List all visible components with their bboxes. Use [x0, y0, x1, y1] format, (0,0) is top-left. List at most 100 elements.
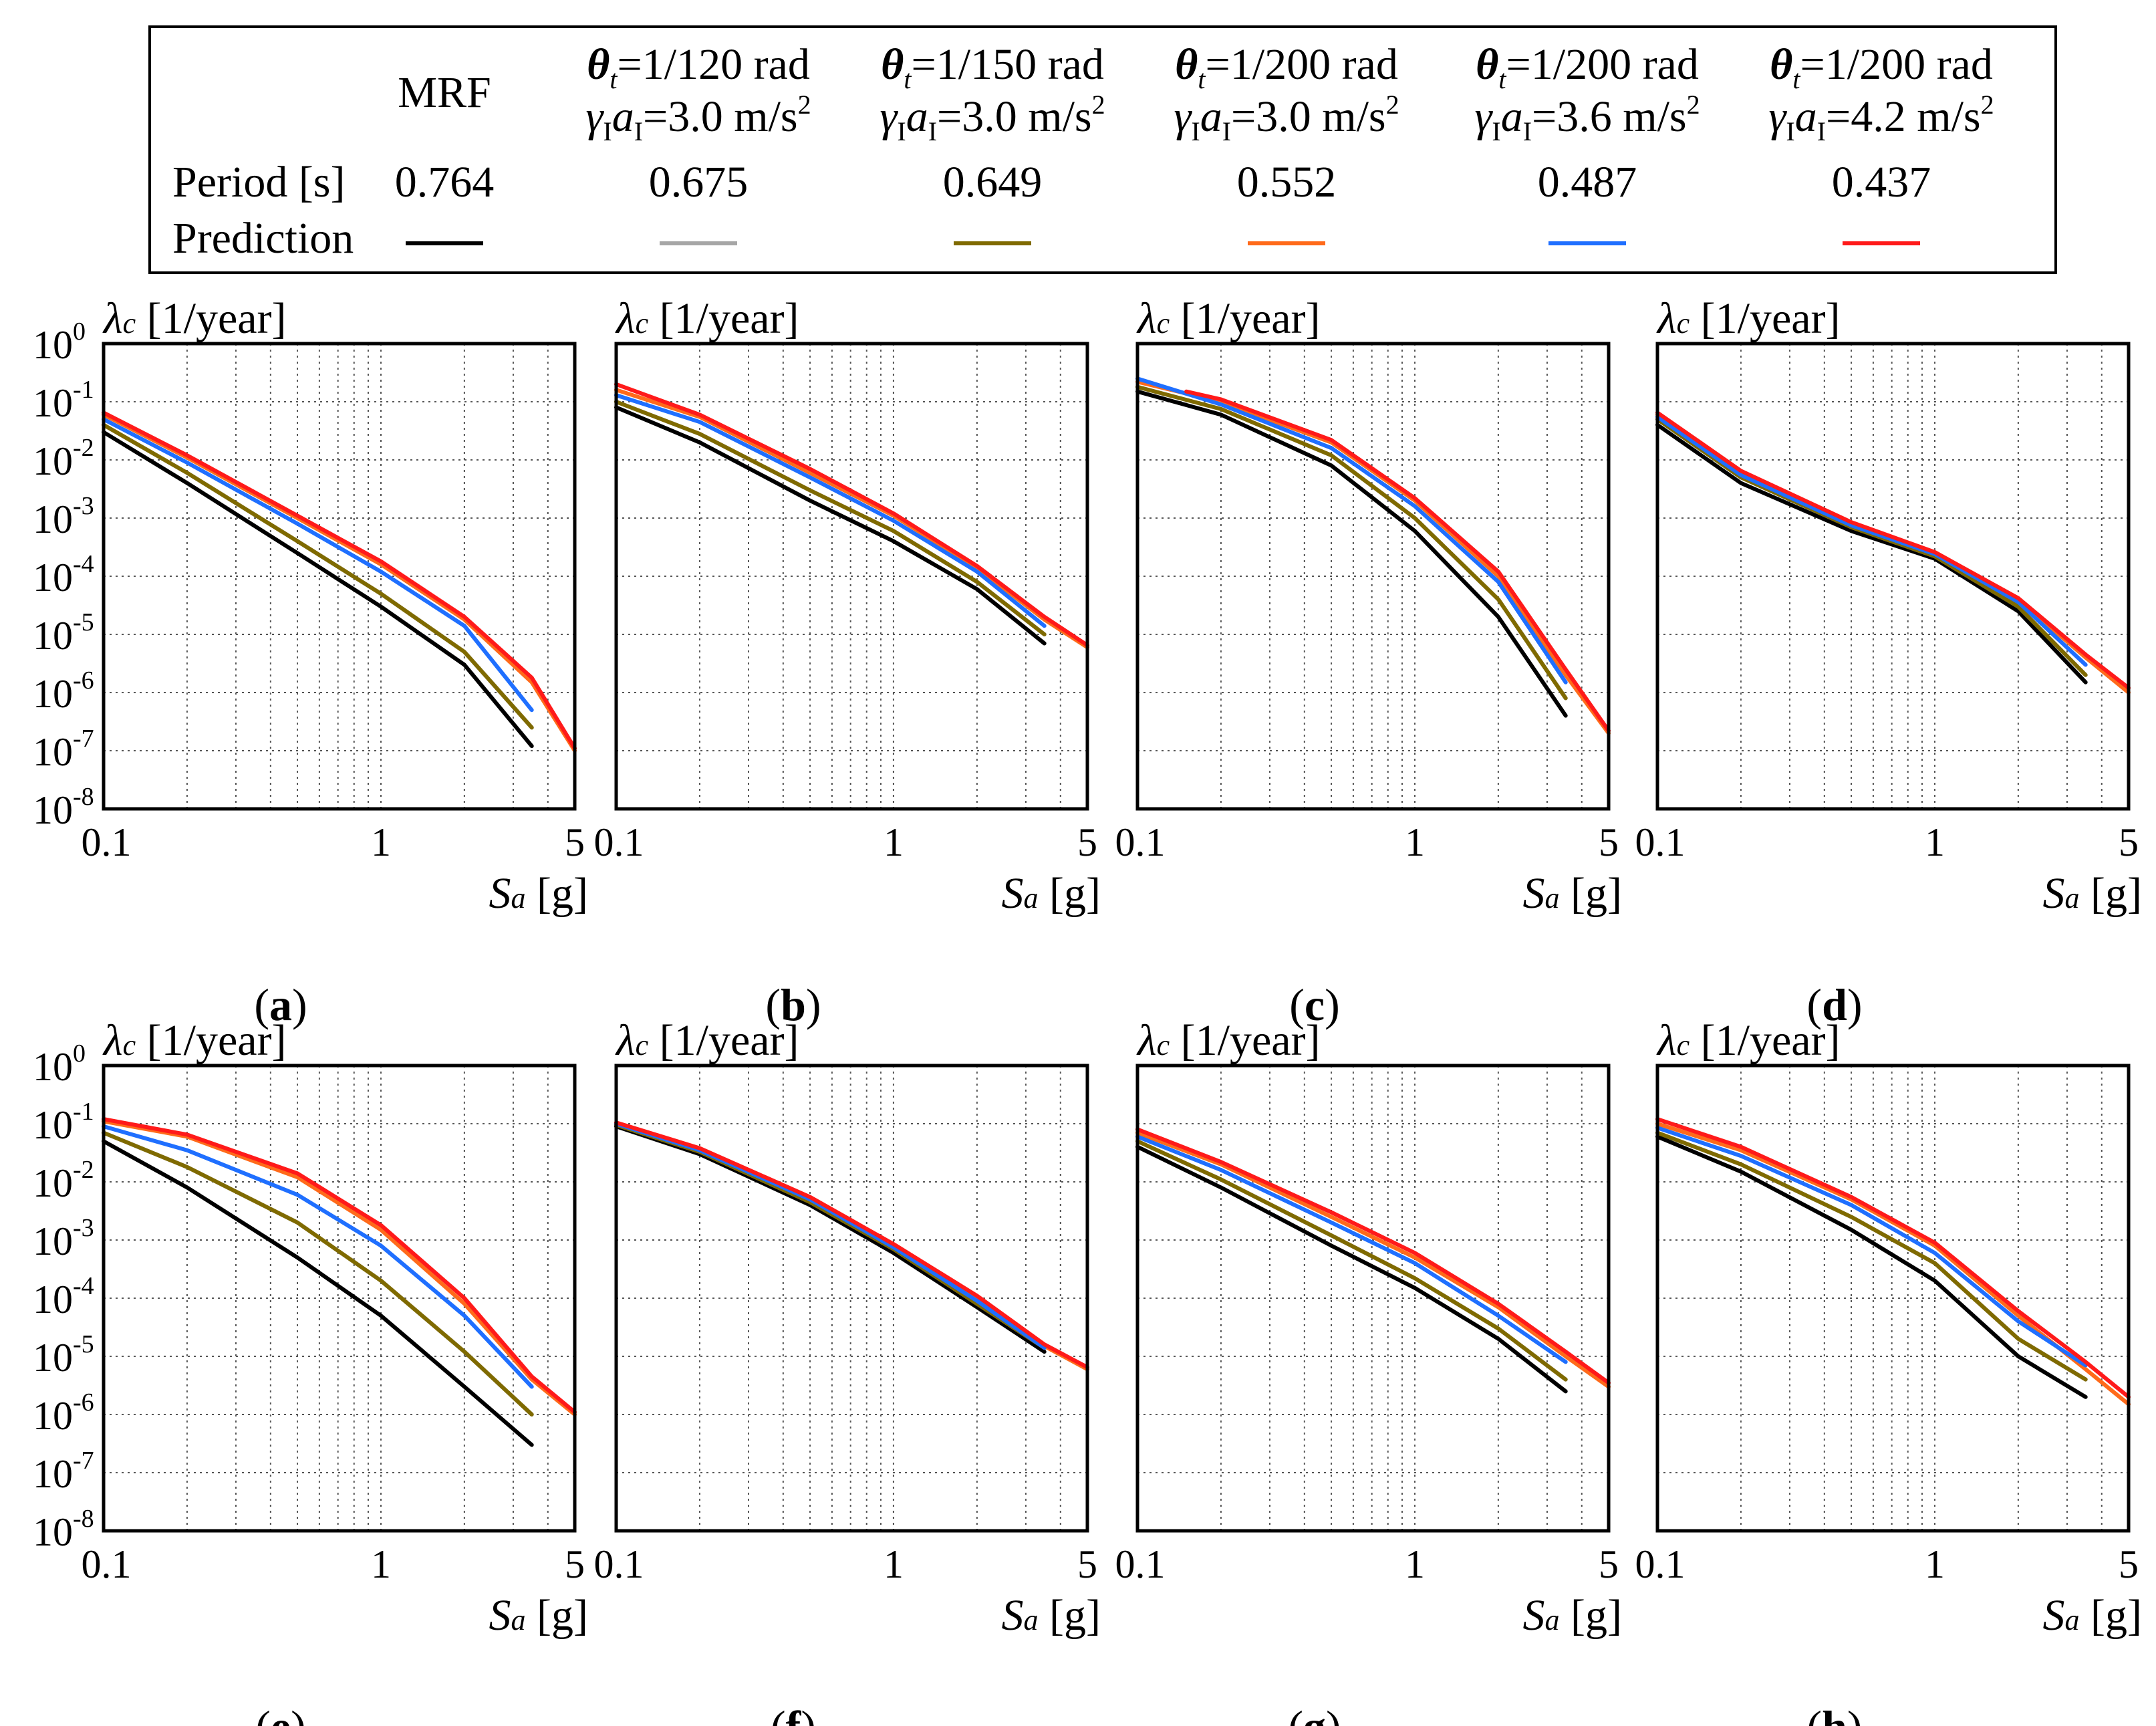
y-tick-label: 10-4: [33, 1272, 94, 1322]
x-tick-label: 1: [884, 1542, 904, 1586]
plot-frame: [614, 342, 1089, 811]
legend-period-value: 0.649: [943, 158, 1043, 207]
panel-label: (a): [254, 979, 307, 1030]
y-tick-label: 10-3: [33, 1214, 94, 1263]
series-line: [614, 382, 1089, 648]
legend-period-value: 0.487: [1538, 158, 1637, 207]
series-line: [1655, 1134, 2088, 1399]
series-line: [614, 1122, 1047, 1350]
series-line: [102, 1124, 534, 1389]
legend-period-value: 0.675: [649, 158, 749, 207]
y-tick-label: 10-1: [33, 1098, 94, 1147]
legend-gamma-label: γIaI=3.0 m/s2: [880, 90, 1105, 146]
legend-theta-label: θt=1/200 rad: [1476, 40, 1699, 94]
x-tick-label: 1: [1925, 1542, 1945, 1586]
x-tick-label: 0.1: [1115, 820, 1166, 864]
y-tick-label: 10-8: [33, 1505, 94, 1554]
plot-frame: [1135, 342, 1611, 811]
panel-label: (d): [1806, 979, 1862, 1030]
legend-theta-label: θt=1/200 rad: [1175, 40, 1398, 94]
series-line: [1184, 389, 1611, 733]
x-tick-label: 5: [1599, 1542, 1619, 1586]
panel-label: (f): [771, 1701, 816, 1726]
panel-label: (h): [1806, 1701, 1862, 1726]
legend-gamma-label: γIaI=3.0 m/s2: [1174, 90, 1399, 146]
series-line: [102, 430, 534, 749]
x-tick-label: 0.1: [1635, 1542, 1686, 1586]
legend-period-value: 0.437: [1832, 158, 1931, 207]
y-tick-label: 10-7: [33, 1447, 94, 1496]
grid-lines: [104, 344, 575, 809]
x-tick-label: 0.1: [1115, 1542, 1166, 1586]
x-tick-label: 1: [371, 1542, 391, 1586]
y-tick-label: 100: [33, 1039, 86, 1089]
series-line: [1655, 422, 2088, 685]
y-tick-label: 10-6: [33, 666, 94, 716]
grid-lines: [1137, 1066, 1609, 1531]
legend-gamma-label: γIaI=3.6 m/s2: [1474, 90, 1700, 146]
series-line: [1655, 1126, 2088, 1368]
series-line: [1135, 1127, 1611, 1385]
plot-frame: [1655, 1064, 2131, 1533]
legend-gamma-label: γIaI=4.2 m/s2: [1768, 90, 1994, 146]
grid-lines: [1137, 344, 1609, 809]
x-axis-label: Sa [g]: [1002, 869, 1101, 918]
plot-frame: [102, 342, 577, 811]
series-line: [102, 417, 534, 713]
y-axis-label: λc [1/year]: [615, 294, 799, 343]
chart-panel: λc [1/year] 0.1 1 5 Sa [g] (b): [594, 294, 1101, 1030]
x-tick-label: 1: [1405, 820, 1425, 864]
legend-gamma-label: γIaI=3.0 m/s2: [585, 90, 811, 146]
x-tick-label: 1: [1925, 820, 1945, 864]
series-line: [102, 410, 577, 751]
x-axis-label: Sa [g]: [2043, 869, 2142, 918]
chart-panel: λc [1/year]10010-110-210-310-410-510-610…: [33, 294, 588, 1030]
x-tick-label: 0.1: [82, 820, 132, 864]
x-tick-label: 5: [1077, 820, 1097, 864]
chart-panel: λc [1/year] 0.1 1 5 Sa [g] (f): [594, 1016, 1101, 1726]
grid-lines: [616, 1066, 1087, 1531]
y-tick-label: 100: [33, 318, 86, 367]
series-line: [614, 1122, 1047, 1350]
legend-prediction-label: Prediction: [172, 214, 354, 263]
grid-lines: [616, 344, 1087, 809]
series-line: [102, 1139, 534, 1447]
x-tick-label: 5: [565, 1542, 585, 1586]
grid-lines: [1657, 344, 2129, 809]
legend-case-name: MRF: [398, 68, 491, 117]
series-line: [1655, 1130, 2088, 1382]
legend-theta-label: θt=1/120 rad: [587, 40, 810, 94]
x-tick-label: 0.1: [594, 1542, 644, 1586]
x-tick-label: 1: [1405, 1542, 1425, 1586]
x-tick-label: 5: [1077, 1542, 1097, 1586]
legend-period-value: 0.764: [395, 158, 495, 207]
x-tick-label: 5: [2119, 1542, 2139, 1586]
y-tick-label: 10-2: [33, 434, 94, 483]
panel-label: (c): [1289, 979, 1340, 1030]
legend-period-value: 0.552: [1237, 158, 1337, 207]
series-line: [1655, 410, 2131, 691]
y-tick-label: 10-4: [33, 550, 94, 600]
y-tick-label: 10-5: [33, 1330, 94, 1380]
legend-box: Period [s] Prediction MRF 0.764 θt=1/120 rad…: [148, 25, 2057, 274]
chart-panel: λc [1/year]10010-110-210-310-410-510-610…: [33, 1016, 588, 1726]
chart-panel: λc [1/year] 0.1 1 5 Sa [g] (d): [1635, 294, 2143, 1030]
grid-lines: [104, 1066, 575, 1531]
legend-theta-label: θt=1/150 rad: [881, 40, 1104, 94]
series-line: [1135, 384, 1568, 701]
series-line: [614, 1124, 1047, 1354]
series-line: [1655, 414, 2088, 667]
plot-frame: [614, 1064, 1089, 1533]
plot-frame: [1655, 342, 2131, 811]
x-tick-label: 5: [1599, 820, 1619, 864]
series-line: [102, 1117, 577, 1414]
panels: λc [1/year]10010-110-210-310-410-510-610…: [33, 294, 2142, 1726]
series-line: [1655, 1117, 2131, 1399]
y-axis-label: λc [1/year]: [1136, 294, 1321, 343]
series-line: [614, 400, 1047, 636]
grid-lines: [1657, 1066, 2129, 1531]
series-line: [1135, 1139, 1568, 1382]
x-axis-label: Sa [g]: [1523, 869, 1622, 918]
y-tick-label: 10-8: [33, 783, 94, 832]
